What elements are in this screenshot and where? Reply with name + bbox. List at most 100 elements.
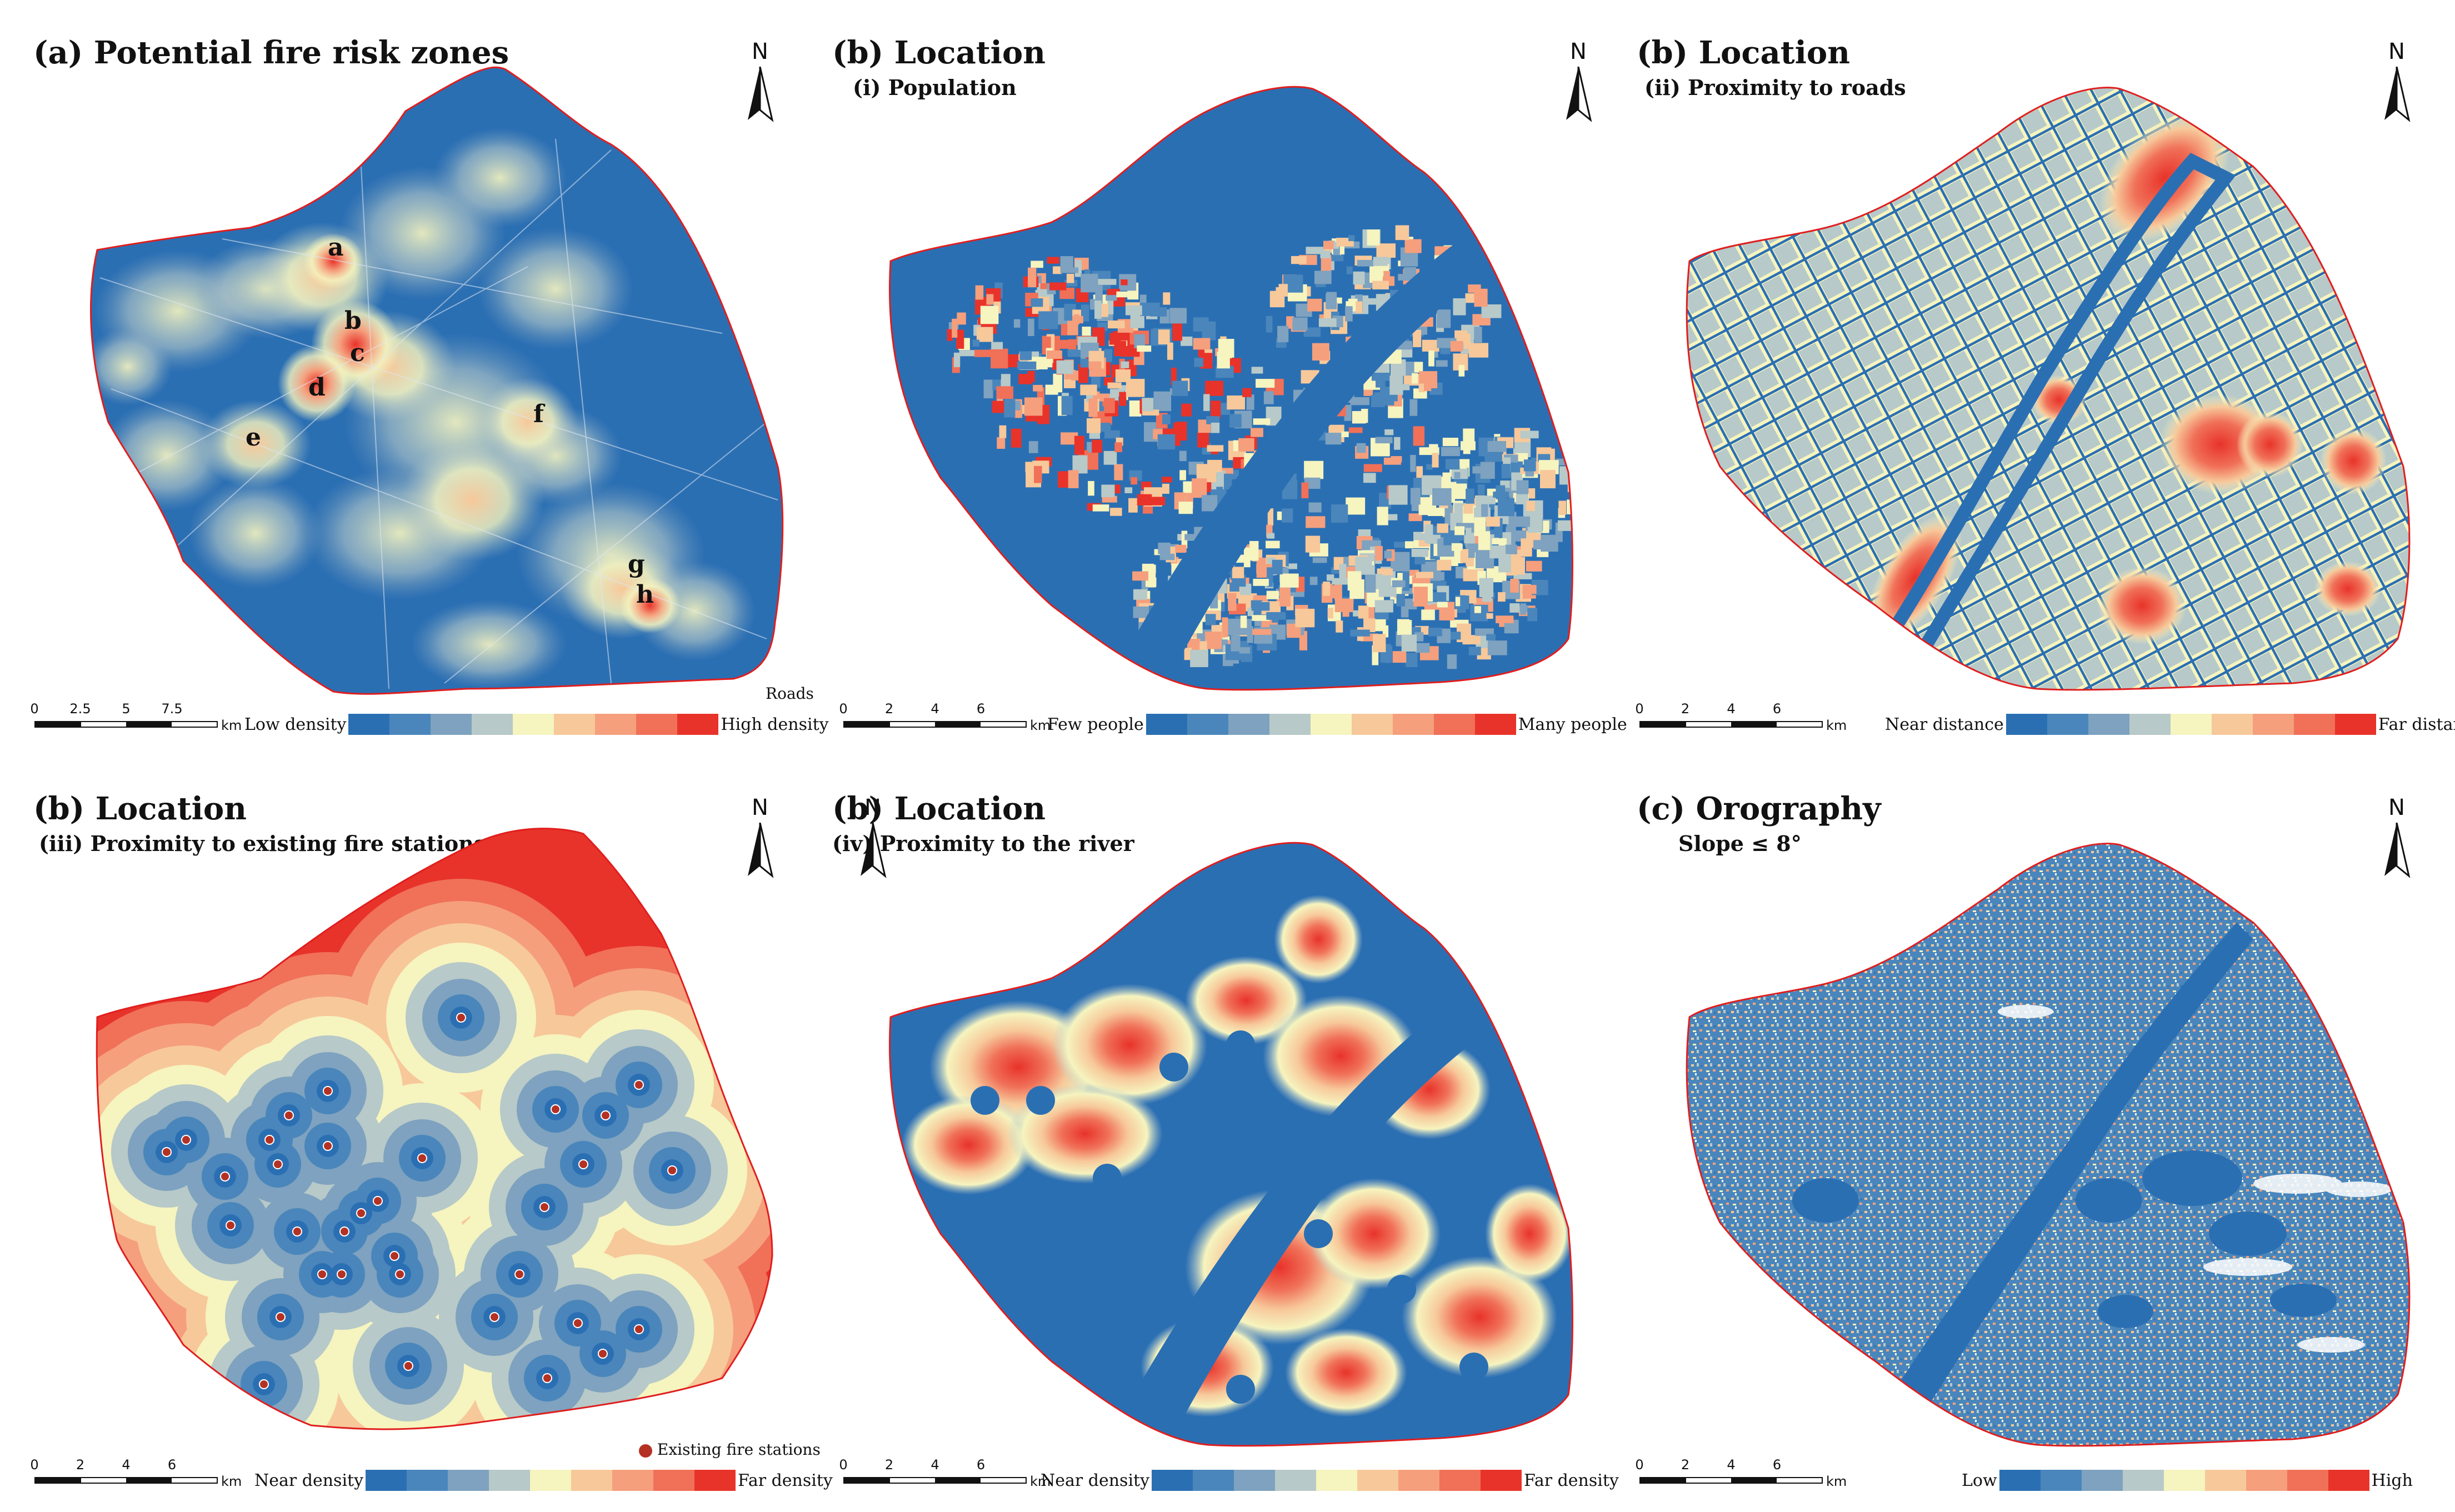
population-tract [1460, 595, 1469, 609]
population-tract [1389, 376, 1403, 395]
legend-swatch-8 [694, 1470, 736, 1491]
legend-swatch-4 [513, 714, 554, 735]
population-tract [1464, 333, 1471, 349]
population-tract [1418, 383, 1425, 392]
population-tract [947, 328, 953, 341]
population-tract [1437, 602, 1448, 608]
population-tract [1481, 503, 1488, 517]
zone-label-b: b [344, 307, 362, 335]
population-tract [1192, 478, 1207, 498]
panel-subtitle: (iii) Proximity to existing fire station… [39, 831, 486, 856]
population-tract [1465, 528, 1476, 548]
scale-tick: 6 [976, 1457, 986, 1473]
legend-low-label: Low density [244, 714, 347, 734]
population-tract [1413, 426, 1425, 446]
population-tract [1088, 398, 1098, 417]
population-tract [1067, 322, 1078, 336]
population-tract [1496, 615, 1514, 623]
fire-station-marker [373, 1196, 383, 1206]
population-tract [1487, 440, 1507, 452]
scale-bar-line [1639, 1477, 1823, 1484]
fire-station-marker [162, 1147, 172, 1157]
population-tract [1078, 364, 1088, 383]
population-tract [1103, 450, 1117, 465]
population-tract [1356, 443, 1366, 453]
legend-swatch-8 [1474, 714, 1516, 735]
population-tract [1416, 466, 1423, 478]
scale-unit: km [221, 1474, 242, 1489]
population-tract [1404, 267, 1417, 280]
population-tract [1314, 271, 1332, 284]
population-tract [1137, 345, 1152, 352]
population-tract [1436, 360, 1448, 367]
legend-swatch-1 [1187, 714, 1228, 735]
population-tract [1121, 361, 1129, 368]
population-tract [1139, 294, 1147, 307]
population-tract [974, 349, 994, 357]
legend-swatch-7 [1433, 714, 1475, 735]
population-tract [1454, 472, 1461, 479]
population-tract [1091, 375, 1101, 388]
population-tract [1081, 273, 1098, 293]
scale-tick: 0 [1635, 1457, 1644, 1473]
population-tract [1378, 585, 1397, 597]
population-tract [1307, 298, 1322, 312]
population-tract [1413, 329, 1422, 347]
panel-c-orography: (c) Orography Slope ≤ 8° N [1635, 756, 2455, 1512]
north-arrow: N [741, 39, 779, 122]
population-tract [980, 306, 999, 324]
scale-bar-line [843, 721, 1027, 728]
scale-bar-line [34, 721, 218, 728]
population-tract [1049, 282, 1067, 291]
legend-swatch-3 [1275, 1470, 1317, 1491]
fire-station-legend: Existing fire stations [639, 1440, 821, 1459]
north-arrow: N [741, 795, 779, 878]
population-tract [1033, 384, 1043, 392]
legend-swatch-3 [2129, 714, 2171, 735]
population-tract [1167, 342, 1173, 360]
population-tract [1028, 441, 1038, 453]
population-tract [1336, 620, 1343, 633]
legend-swatch-4 [1316, 1470, 1358, 1491]
fire-station-marker [284, 1110, 294, 1120]
legend-swatch-7 [2293, 714, 2335, 735]
fire-station-marker [276, 1312, 286, 1322]
population-tract [1034, 465, 1042, 483]
population-tract [1527, 608, 1538, 622]
population-tract [1486, 613, 1493, 619]
legend-swatch-2 [431, 714, 472, 735]
scale-tick: 6 [167, 1457, 177, 1473]
population-tract [972, 339, 979, 347]
population-tract [1325, 433, 1342, 445]
population-tract [1073, 314, 1079, 325]
legend: Near distance Far distance [1885, 712, 2455, 737]
population-tract [1019, 351, 1032, 361]
population-tract [1061, 395, 1073, 415]
population-tract [1251, 367, 1263, 374]
scale-tick: 6 [976, 701, 986, 717]
population-tract [1178, 502, 1193, 514]
legend-swatch-0 [1146, 714, 1187, 735]
population-tract [1150, 307, 1167, 317]
population-tract [1463, 428, 1475, 445]
population-tract [1064, 279, 1078, 287]
population-tract [1206, 416, 1220, 424]
population-tract [1080, 358, 1091, 368]
population-tract [1249, 540, 1259, 561]
legend-swatch-1 [1193, 1470, 1234, 1491]
population-tract [1479, 578, 1494, 598]
population-tract [1309, 577, 1318, 585]
population-tract [1277, 326, 1289, 343]
north-arrow: N [2377, 39, 2416, 122]
legend-swatch-7 [2287, 1470, 2328, 1491]
population-tract [1114, 442, 1122, 452]
population-tract [959, 350, 976, 357]
population-tract [1463, 504, 1473, 514]
scale-tick: 2 [884, 1457, 894, 1473]
fire-station-legend-label: Existing fire stations [657, 1440, 821, 1459]
population-tract [1365, 574, 1376, 593]
population-tract [1363, 473, 1376, 483]
legend-swatch-3 [1269, 714, 1311, 735]
population-tract [1162, 477, 1172, 483]
zone-label-a: a [328, 233, 344, 262]
